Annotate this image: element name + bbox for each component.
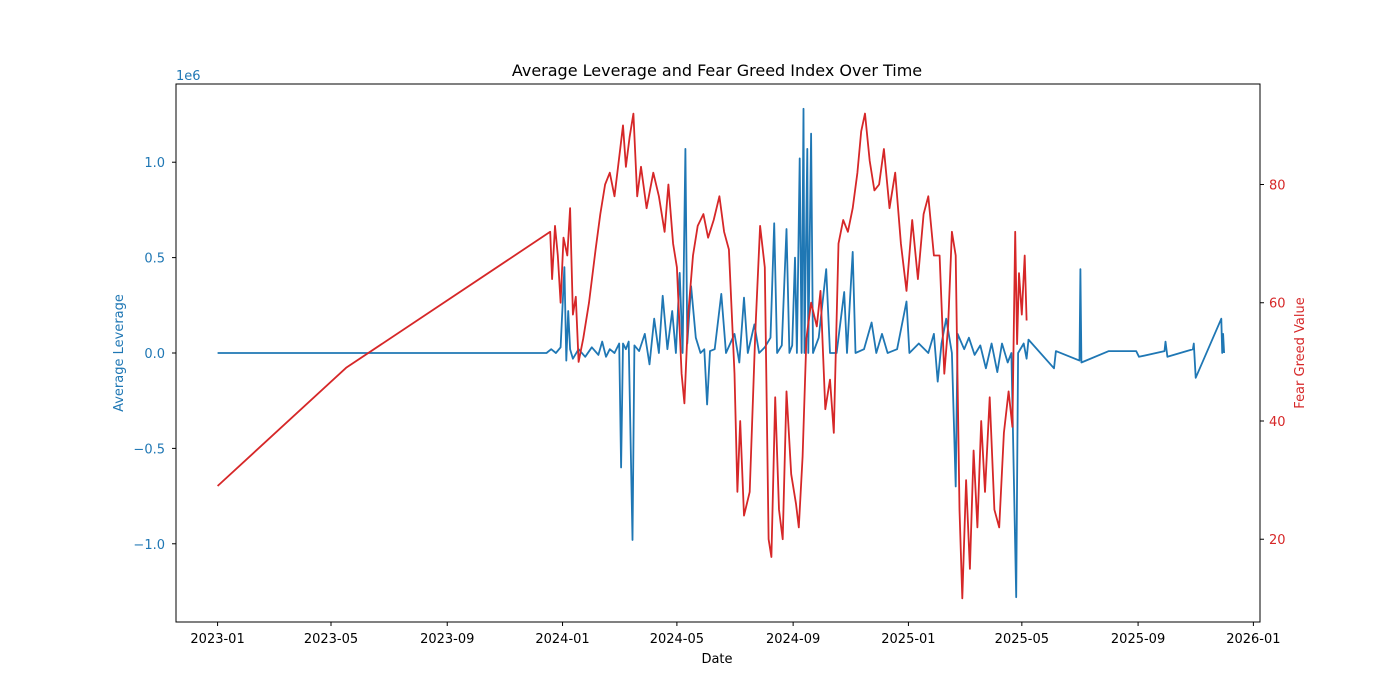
y-left-tick-label: 0.0	[144, 347, 165, 362]
y-right-tick-label: 60	[1269, 297, 1286, 312]
y-axis-right-label: Fear Greed Value	[1293, 297, 1308, 408]
y-left-tick-label: 1.0	[144, 156, 165, 171]
x-tick-label: 2025-01	[881, 632, 935, 647]
x-tick-label: 2023-01	[190, 632, 244, 647]
x-tick-label: 2025-09	[1111, 632, 1165, 647]
y-left-tick-label: 0.5	[144, 252, 165, 267]
y-right-tick-label: 80	[1269, 179, 1286, 194]
x-axis-label: Date	[701, 652, 732, 667]
series-line-right	[216, 112, 1028, 600]
y-axis-left-label: Average Leverage	[112, 294, 127, 412]
y-axis-left-offset-label: 1e6	[176, 69, 201, 84]
chart-title: Average Leverage and Fear Greed Index Ov…	[512, 61, 922, 80]
y-axis-right: 20 40 60 80	[1260, 179, 1286, 548]
y-right-tick-label: 20	[1269, 533, 1286, 548]
y-left-tick-label: −0.5	[133, 442, 165, 457]
y-left-tick-label: −1.0	[133, 538, 165, 553]
x-axis: 2023-01 2023-05 2023-09 2024-01 2024-05 2024-…	[190, 622, 1281, 647]
y-axis-left: −1.0 −0.5 0.0 0.5 1.0	[133, 156, 176, 553]
plot-frame	[175, 83, 1261, 623]
x-tick-label: 2023-09	[420, 632, 474, 647]
y-right-tick-label: 40	[1269, 415, 1286, 430]
x-tick-label: 2023-05	[304, 632, 358, 647]
x-tick-label: 2024-09	[766, 632, 820, 647]
series-line-left	[217, 107, 1225, 599]
x-tick-label: 2024-05	[650, 632, 704, 647]
x-tick-label: 2024-01	[535, 632, 589, 647]
x-tick-label: 2026-01	[1226, 632, 1280, 647]
x-tick-label: 2025-05	[995, 632, 1049, 647]
plot-series	[216, 107, 1225, 600]
